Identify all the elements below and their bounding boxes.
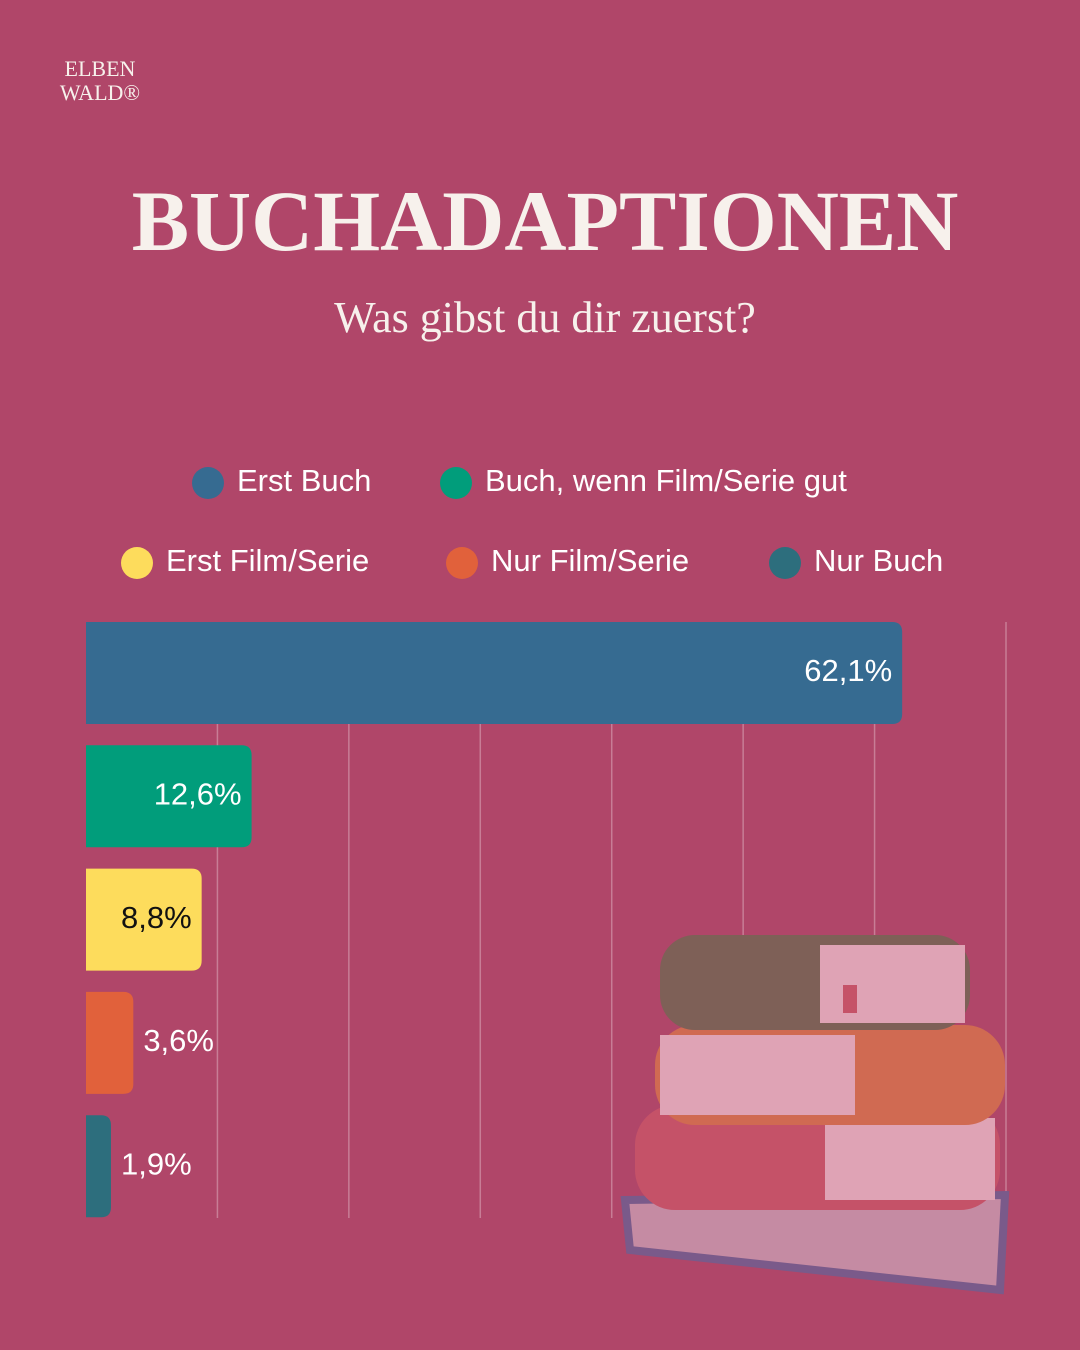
- bar: [86, 622, 903, 724]
- legend-swatch: [121, 547, 153, 579]
- legend-label: Erst Film/Serie: [166, 543, 369, 578]
- legend-swatch: [769, 547, 801, 579]
- legend-swatch: [192, 467, 224, 499]
- legend-label: Nur Buch: [814, 543, 943, 578]
- legend-label: Erst Buch: [237, 463, 371, 498]
- bar: [86, 868, 202, 971]
- bar: [86, 991, 134, 1094]
- books-illustration: [620, 935, 1010, 1295]
- legend-label: Buch, wenn Film/Serie gut: [485, 463, 847, 498]
- value-label: 1,9%: [121, 1146, 192, 1181]
- bar: [86, 1115, 111, 1218]
- legend-label: Nur Film/Serie: [491, 543, 689, 578]
- value-label: 8,8%: [121, 900, 192, 935]
- legend-swatch: [440, 467, 472, 499]
- bar: [86, 745, 252, 848]
- chart-title: BUCHADAPTIONEN: [132, 173, 959, 269]
- value-label: 12,6%: [154, 776, 242, 811]
- brand: WALD®: [60, 80, 140, 105]
- value-label: 62,1%: [804, 653, 892, 688]
- brand: ELBEN: [65, 56, 136, 81]
- value-label: 3,6%: [143, 1023, 214, 1058]
- legend-swatch: [446, 547, 478, 579]
- chart-subtitle: Was gibst du dir zuerst?: [334, 293, 756, 342]
- legend: Erst Buch Buch, wenn Film/Serie gut Erst F…: [121, 463, 943, 579]
